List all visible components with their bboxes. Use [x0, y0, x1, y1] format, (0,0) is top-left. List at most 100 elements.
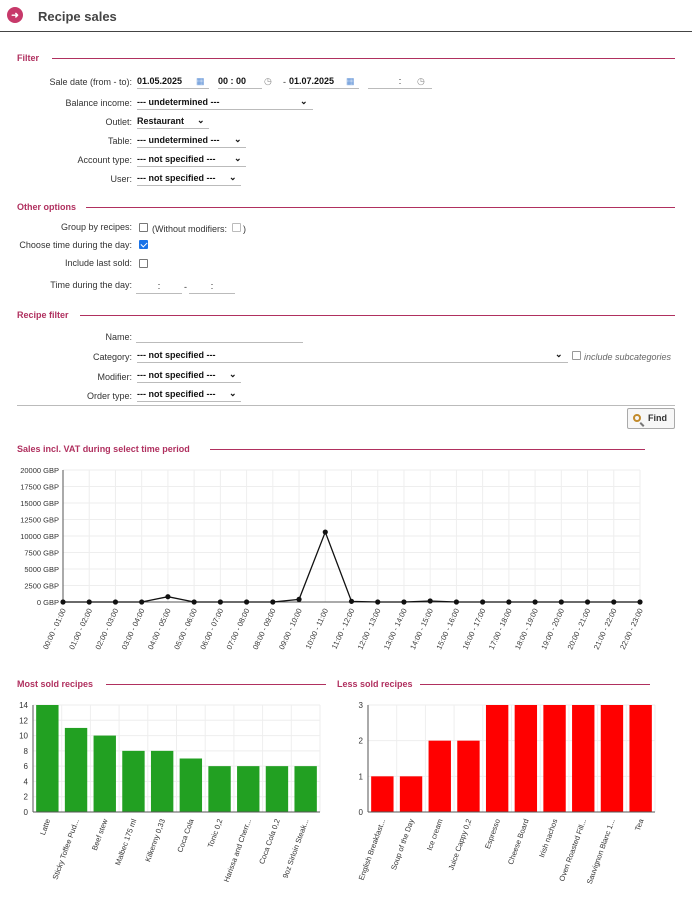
x-tick-label: Malbec 175 ml [113, 817, 138, 866]
time-day-from-value: : [157, 281, 161, 291]
time-day-dash: - [184, 282, 187, 292]
other-options-title: Other options [17, 202, 76, 212]
bar [122, 750, 145, 812]
choose-time-checkbox[interactable] [139, 240, 148, 249]
less-sold-divider [420, 684, 650, 685]
x-tick-label: 03:00 - 04:00 [120, 607, 147, 651]
y-tick-label: 12500 GBP [20, 516, 59, 525]
time-day-to-input[interactable]: : [189, 280, 235, 294]
data-point [375, 599, 381, 605]
data-point [217, 599, 223, 605]
bar [514, 705, 538, 812]
date-from-input[interactable]: 01.05.2025 [137, 75, 209, 89]
x-tick-label: 18:00 - 19:00 [513, 607, 540, 651]
calendar-icon[interactable]: ▦ [346, 76, 355, 86]
balance-income-select[interactable]: --- undetermined --- [137, 96, 313, 110]
x-tick-label: Harissa and Cherr... [222, 818, 253, 884]
group-by-checkbox[interactable] [139, 223, 148, 232]
x-tick-label: Coca Cola [175, 817, 196, 854]
without-modifiers-checkbox[interactable] [232, 223, 241, 232]
user-select[interactable]: --- not specified --- [137, 172, 241, 186]
recipe-filter-title: Recipe filter [17, 310, 69, 320]
bar [294, 766, 317, 812]
chevron-down-icon: ⌄ [555, 349, 563, 359]
less-sold-bar-chart: 0 1 2 3 English Breakfast... Soup of the Day I… [357, 701, 656, 885]
bar [208, 766, 231, 812]
page-header: ➜ Recipe sales [0, 0, 692, 32]
data-point [86, 599, 92, 605]
y-tick-label: 7500 GBP [24, 549, 59, 558]
arrow-right-icon[interactable]: ➜ [7, 7, 23, 23]
group-by-label: Group by recipes: [60, 222, 132, 232]
most-sold-divider [106, 684, 326, 685]
name-input[interactable] [136, 329, 303, 343]
account-type-select[interactable]: --- not specified --- [137, 153, 246, 167]
x-tick-label: 9oz Sirloin Steak... [281, 818, 311, 880]
y-tick-label: 2 [359, 737, 364, 746]
table-label: Table: [107, 136, 132, 146]
line-chart-divider [210, 449, 645, 450]
x-tick-label: Oven Roasted Fill... [557, 818, 588, 883]
find-button[interactable]: Find [627, 408, 675, 429]
date-from-value: 01.05.2025 [137, 76, 183, 86]
outlet-select[interactable]: Restaurant [137, 115, 209, 129]
data-point [112, 599, 119, 605]
y-tick-label: 20000 GBP [20, 466, 59, 475]
close-paren: ) [243, 224, 246, 234]
x-tick-label: 17:00 - 18:00 [487, 607, 514, 651]
clock-icon[interactable]: ◷ [417, 76, 425, 86]
data-point [322, 529, 328, 535]
include-subcategories-checkbox[interactable] [572, 351, 581, 360]
category-select[interactable]: --- not specified --- [137, 349, 568, 363]
x-tick-label: Sticky Toffee Pud... [51, 818, 81, 881]
sale-date-label: Sale date (from - to): [49, 77, 132, 87]
modifier-value: --- not specified --- [137, 370, 216, 380]
table-select[interactable]: --- undetermined --- [137, 134, 246, 148]
clock-icon[interactable]: ◷ [264, 76, 272, 86]
page-title: Recipe sales [38, 9, 117, 24]
bar [150, 750, 174, 812]
balance-income-value: --- undetermined --- [137, 97, 220, 107]
data-point [532, 599, 538, 605]
y-tick-label: 17500 GBP [20, 483, 59, 492]
filter-divider [52, 58, 675, 59]
chevron-down-icon: ⌄ [229, 369, 237, 379]
account-type-label: Account type: [77, 155, 132, 165]
time-from-input[interactable]: 00 : 00 [218, 75, 262, 89]
x-tick-label: 21:00 - 22:00 [592, 607, 619, 651]
include-subcategories-label: include subcategories [584, 352, 672, 362]
choose-time-label: Choose time during the day: [19, 240, 132, 250]
order-type-label: Order type: [86, 391, 132, 401]
bar [93, 735, 116, 812]
y-tick-label: 3 [359, 701, 364, 710]
bar [543, 705, 566, 812]
chevron-down-icon: ⌄ [234, 134, 242, 144]
time-to-input[interactable]: : [368, 75, 432, 89]
x-tick-label: Coca Cola 0,2 [257, 818, 282, 866]
most-sold-title: Most sold recipes [17, 679, 94, 689]
data-point [165, 594, 171, 600]
y-tick-label: 0 [359, 808, 364, 817]
chevron-down-icon: ⌄ [197, 115, 205, 125]
outlet-label: Outlet: [105, 117, 132, 127]
data-point [139, 599, 145, 605]
time-day-from-input[interactable]: : [136, 280, 182, 294]
outlet-value: Restaurant [137, 116, 185, 126]
include-last-checkbox[interactable] [139, 259, 148, 268]
date-to-value: 01.07.2025 [289, 76, 335, 86]
category-value: --- not specified --- [137, 350, 216, 360]
x-tick-label: Tea [633, 817, 646, 832]
data-point [480, 599, 486, 605]
category-label: Category: [92, 352, 132, 362]
calendar-icon[interactable]: ▦ [196, 76, 205, 86]
order-type-select[interactable]: --- not specified --- [137, 388, 241, 402]
x-tick-label: 01:00 - 02:00 [67, 607, 94, 651]
date-to-input[interactable]: 01.07.2025 [289, 75, 359, 89]
x-tick-label: 19:00 - 20:00 [539, 607, 566, 651]
modifier-select[interactable]: --- not specified --- [137, 369, 241, 383]
y-tick-label: 2500 GBP [24, 582, 59, 591]
x-tick-label: 02:00 - 03:00 [93, 607, 120, 651]
x-tick-label: Irish nachos [537, 817, 559, 858]
x-tick-label: 15:00 - 16:00 [434, 607, 461, 651]
x-tick-label: 04:00 - 05:00 [146, 607, 173, 651]
